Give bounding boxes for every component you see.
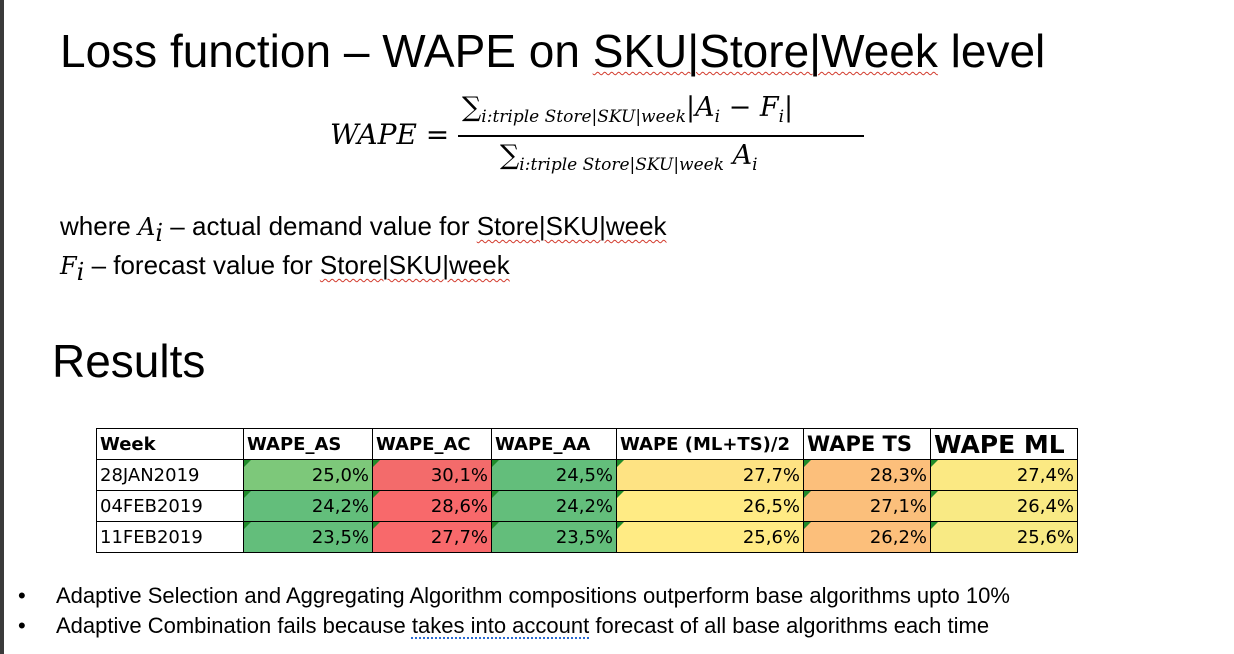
formula-denominator: ∑i:triple Store|SKU|week Ai — [500, 140, 758, 175]
value-cell[interactable]: 26,5% — [616, 490, 804, 522]
definition-actual: where Ai – actual demand value for Store… — [60, 210, 667, 249]
table-header-row: Week WAPE_AS WAPE_AC WAPE_AA WAPE (ML+TS… — [96, 428, 1078, 460]
value-cell[interactable]: 23,5% — [491, 521, 617, 553]
definition-spellcheck-word[interactable]: Store|SKU|week — [476, 211, 667, 241]
bullet-text-part: Adaptive Selection and Aggregating Algor… — [56, 583, 1010, 608]
value-cell[interactable]: 28,6% — [372, 490, 492, 522]
value-cell[interactable]: 25,6% — [616, 521, 804, 553]
bullet-dot: • — [18, 613, 26, 638]
numerator-abs-close: | — [784, 92, 794, 123]
value-cell[interactable]: 27,7% — [616, 459, 804, 491]
definition-text: – actual demand value for — [163, 211, 477, 241]
value-cell[interactable]: 25,0% — [243, 459, 373, 491]
value-cell[interactable]: 27,4% — [930, 459, 1078, 491]
definition-symbol: F — [60, 252, 77, 281]
table-row: 11FEB2019 23,5% 27,7% 23,5% 25,6% 26,2% … — [96, 521, 1078, 553]
numerator-sum-symbol: ∑ — [462, 92, 482, 123]
formula-numerator: ∑i:triple Store|SKU|week|Ai − Fi| — [462, 92, 793, 127]
definition-forecast: Fi – forecast value for Store|SKU|week — [60, 249, 667, 288]
denominator-sum-index: i:triple Store|SKU|week — [519, 155, 725, 175]
table-row: 04FEB2019 24,2% 28,6% 24,2% 26,5% 27,1% … — [96, 490, 1078, 522]
value-cell[interactable]: 27,7% — [372, 521, 492, 553]
denominator-sum-symbol: ∑ — [500, 140, 520, 171]
column-header[interactable]: WAPE_AA — [491, 428, 617, 460]
formula-lhs: WAPE = — [330, 118, 450, 151]
week-cell[interactable]: 11FEB2019 — [96, 521, 244, 553]
value-cell[interactable]: 26,4% — [930, 490, 1078, 522]
numerator-actual-index: i — [714, 107, 721, 127]
title-text-end: level — [937, 25, 1046, 77]
definition-symbol-index: i — [76, 258, 85, 287]
title-text: Loss function – WAPE on — [60, 25, 593, 77]
column-header[interactable]: WAPE ML — [930, 428, 1078, 460]
value-cell[interactable]: 24,2% — [491, 490, 617, 522]
numerator-sum-index: i:triple Store|SKU|week — [481, 107, 687, 127]
value-cell[interactable]: 28,3% — [803, 459, 931, 491]
definition-symbol-index: i — [155, 219, 164, 248]
results-heading: Results — [52, 335, 206, 387]
column-header[interactable]: Week — [96, 428, 244, 460]
value-cell[interactable]: 24,5% — [491, 459, 617, 491]
week-cell[interactable]: 04FEB2019 — [96, 490, 244, 522]
column-header[interactable]: WAPE (ML+TS)/2 — [616, 428, 804, 460]
numerator-forecast: − F — [720, 92, 779, 123]
value-cell[interactable]: 30,1% — [372, 459, 492, 491]
value-cell[interactable]: 25,6% — [930, 521, 1078, 553]
definition-symbol: A — [138, 213, 156, 241]
value-cell[interactable]: 27,1% — [803, 490, 931, 522]
value-cell[interactable]: 23,5% — [243, 521, 373, 553]
title-spellcheck-word[interactable]: SKU|Store|Week — [592, 25, 938, 77]
fraction-bar — [458, 135, 864, 137]
wape-formula: WAPE = ∑i:triple Store|SKU|week|Ai − Fi|… — [330, 90, 870, 185]
bullet-text: Adaptive Combination fails because takes… — [56, 613, 989, 639]
bullet-text-part: forecast of all base algorithms each tim… — [589, 613, 990, 638]
bullet-text: Adaptive Selection and Aggregating Algor… — [56, 583, 1010, 609]
bullet-dot: • — [18, 583, 26, 608]
denominator-actual: A — [724, 140, 753, 171]
definition-spellcheck-word[interactable]: Store|SKU|week — [319, 250, 510, 281]
week-cell[interactable]: 28JAN2019 — [96, 459, 244, 491]
table-row: 28JAN2019 25,0% 30,1% 24,5% 27,7% 28,3% … — [96, 459, 1078, 491]
value-cell[interactable]: 24,2% — [243, 490, 373, 522]
slide-title: Loss function – WAPE on SKU|Store|Week l… — [60, 26, 1045, 77]
column-header[interactable]: WAPE_AS — [243, 428, 373, 460]
definition-text: – forecast value for — [84, 250, 320, 281]
column-header[interactable]: WAPE TS — [803, 428, 931, 460]
numerator-forecast-index: i — [778, 107, 785, 127]
bullet-text-part: Adaptive Combination fails because — [56, 613, 412, 638]
denominator-actual-index: i — [752, 155, 758, 175]
definitions: where Ai – actual demand value for Store… — [60, 210, 667, 288]
definition-prefix: where — [60, 211, 139, 241]
results-table: Week WAPE_AS WAPE_AC WAPE_AA WAPE (ML+TS… — [96, 428, 1078, 553]
bullet-grammar-flag[interactable]: takes into account — [411, 613, 590, 638]
slide-left-border — [0, 0, 4, 654]
value-cell[interactable]: 26,2% — [803, 521, 931, 553]
numerator-actual: |A — [686, 92, 715, 123]
column-header[interactable]: WAPE_AC — [372, 428, 492, 460]
